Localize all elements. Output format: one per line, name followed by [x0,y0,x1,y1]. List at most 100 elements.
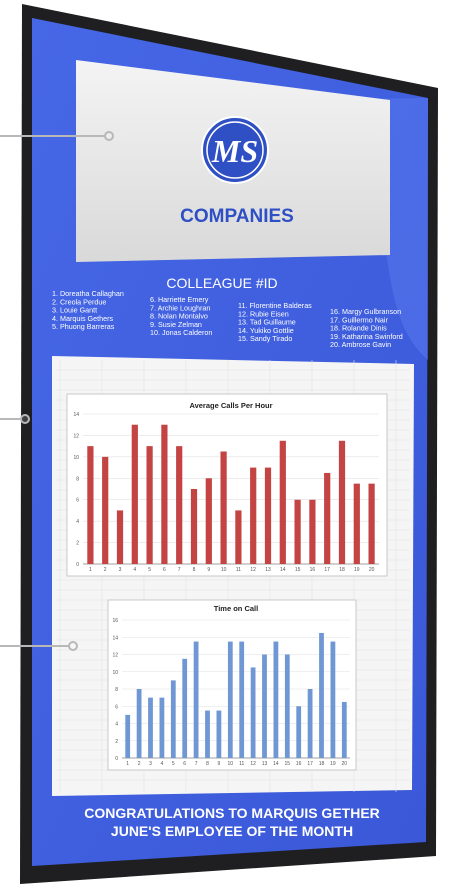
bar [182,658,188,758]
colleague-name: 20. Ambrose Gavin [330,340,391,349]
x-tick-label: 18 [339,567,345,573]
bar [161,424,168,564]
x-tick-label: 16 [296,761,302,767]
y-tick-label: 0 [115,756,118,762]
y-tick-label: 6 [76,498,79,504]
colleague-name: 1. Doreatha Callaghan [52,289,124,298]
logo-ring [206,121,264,179]
bar [239,641,245,758]
colleague-name: 3. Louie Gantt [52,306,97,315]
bar [296,706,302,758]
x-tick-label: 12 [250,761,256,767]
y-tick-label: 14 [73,412,79,418]
bar [279,440,286,564]
bar [125,714,131,758]
x-tick-label: 8 [193,567,196,573]
bar [262,654,267,758]
x-tick-label: 19 [330,761,336,767]
bar [284,654,290,758]
x-tick-label: 3 [119,567,122,573]
x-tick-label: 2 [104,567,107,573]
bar [309,499,316,564]
x-tick-label: 18 [319,761,325,767]
bar [227,641,233,758]
colleague-name: 12. Rubie Eisen [238,309,289,318]
bar [264,467,272,564]
bar [341,701,347,758]
colleague-name: 13. Tad Guillaume [238,318,296,327]
x-tick-label: 5 [148,567,151,573]
bar [116,510,124,564]
bar [324,472,331,564]
x-tick-label: 7 [178,567,181,573]
x-tick-label: 19 [354,567,360,573]
colleague-name: 9. Susie Zelman [150,320,202,329]
brand-name: COMPANIES [180,206,294,227]
bar [148,697,153,758]
y-tick-label: 2 [76,541,79,547]
decorative-swoosh [300,98,428,360]
bar [216,710,222,758]
x-tick-label: 7 [195,761,198,767]
bar [146,446,153,564]
bar [294,499,301,564]
y-tick-label: 8 [76,476,79,482]
bar [250,667,256,758]
bar [235,510,242,564]
x-tick-label: 14 [273,761,279,767]
bar [190,489,198,564]
y-tick-label: 8 [115,687,118,693]
y-tick-label: 16 [112,618,118,624]
x-tick-label: 13 [265,567,271,573]
x-tick-label: 4 [161,761,164,767]
bar [193,641,199,758]
bar [273,641,279,758]
bar [176,446,183,564]
bar [353,483,360,564]
colleague-heading: COLLEAGUE #ID [166,275,277,291]
colleague-name: 2. Creola Perdue [52,297,106,306]
bar [307,689,313,758]
bar [250,467,257,564]
bar [368,483,375,564]
colleague-name: 7. Archie Loughran [150,303,210,312]
x-tick-label: 10 [221,567,227,573]
bar [87,446,94,564]
colleague-name: 16. Margy Gulbranson [330,307,401,316]
x-tick-label: 1 [126,761,129,767]
callout-line-logo [0,135,106,137]
callout-line-chart [0,645,70,647]
colleague-name: 18. Rolande Dinis [330,324,387,333]
bar [159,697,165,758]
x-tick-label: 17 [324,567,330,573]
colleague-name: 19. Katharina Swinford [330,332,403,341]
x-tick-label: 2 [138,761,141,767]
colleague-name: 8. Nolan Montalvo [150,312,208,321]
colleague-name: 10. Jonas Calderon [150,328,212,337]
x-tick-label: 13 [262,761,268,767]
colleague-name: 4. Marquis Gethers [52,314,114,323]
footer-congratulations: CONGRATULATIONS TO MARQUIS GETHER [84,805,380,821]
logo-monogram: MS [211,133,258,169]
bar [205,710,210,758]
bar [338,440,346,564]
x-tick-label: 9 [207,567,210,573]
x-tick-label: 3 [149,761,152,767]
y-tick-label: 12 [112,653,118,659]
x-tick-label: 5 [172,761,175,767]
colleague-name: 17. Guillermo Nair [330,315,389,324]
bar [170,680,176,758]
x-tick-label: 15 [285,761,291,767]
x-tick-label: 15 [295,567,301,573]
bar [319,632,324,758]
bar [330,641,336,758]
x-tick-label: 17 [307,761,313,767]
x-tick-label: 6 [183,761,186,767]
y-tick-label: 4 [76,519,79,525]
x-tick-label: 20 [342,761,348,767]
x-tick-label: 14 [280,567,286,573]
callout-dot-chart [68,641,78,651]
x-tick-label: 9 [218,761,221,767]
x-tick-label: 16 [310,567,316,573]
